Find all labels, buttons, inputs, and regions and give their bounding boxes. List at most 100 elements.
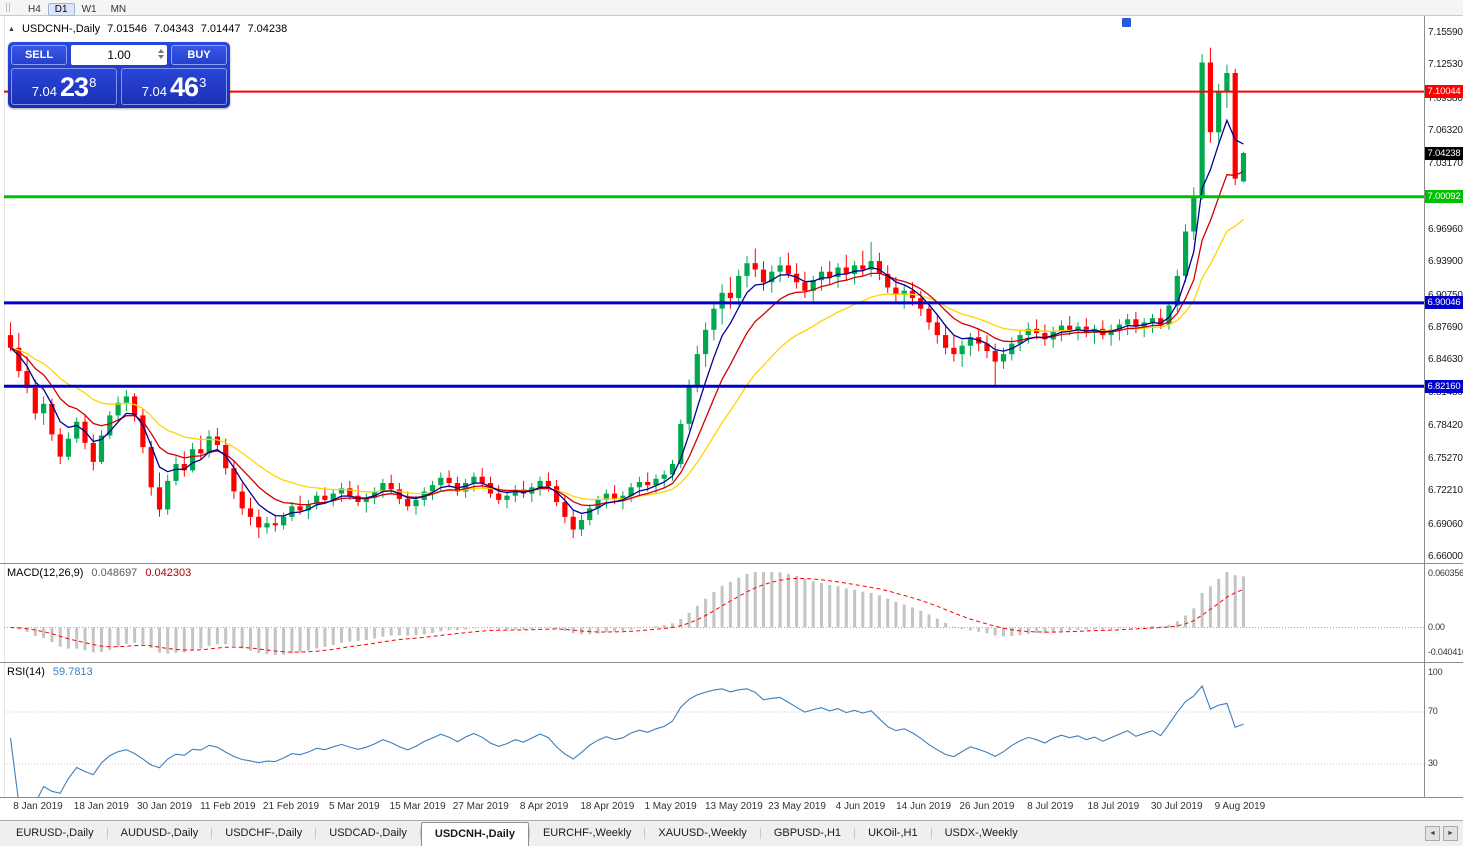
volume-up-icon[interactable] (158, 49, 164, 53)
chart-tab-audusd-daily[interactable]: AUDUSD-,Daily (120, 827, 199, 839)
candle-body (214, 436, 220, 445)
period-toolbar: H4 D1 W1 MN (0, 0, 1463, 16)
candle-body (65, 438, 71, 457)
tab-separator (419, 828, 421, 839)
chart-tab-eurchf-weekly[interactable]: EURCHF-,Weekly (542, 827, 632, 839)
macd-label: MACD(12,26,9) 0.048697 0.042303 (7, 567, 191, 579)
period-button-h4[interactable]: H4 (28, 3, 41, 15)
candle-body (479, 476, 485, 483)
candle-body (694, 354, 700, 386)
candle-body (1000, 354, 1007, 362)
candle-body (1058, 325, 1064, 331)
date-label: 8 Apr 2019 (519, 801, 569, 812)
date-label: 4 Jun 2019 (835, 801, 886, 812)
tab-separator (315, 828, 317, 839)
macd-pane-separator[interactable] (0, 563, 1463, 564)
candle-body (115, 402, 121, 416)
candle-body (388, 483, 394, 490)
rsi-scale-label: 30 (1428, 758, 1438, 768)
candle-body (512, 489, 518, 496)
candle-body (959, 345, 965, 355)
date-label: 8 Jul 2019 (1027, 801, 1074, 812)
chart-tab-eurusd-daily[interactable]: EURUSD-,Daily (16, 827, 94, 839)
candle-body (827, 271, 833, 277)
candle-body (628, 487, 634, 496)
toolbar-grip[interactable] (6, 3, 10, 12)
candle-body (885, 273, 891, 288)
candle-body (843, 267, 849, 274)
symbol-title: USDCNH-,Daily (21, 23, 101, 35)
level-price-badge: 6.90046 (1425, 296, 1463, 310)
candle-body (1191, 195, 1197, 232)
chart-tab-xauusd-weekly[interactable]: XAUUSD-,Weekly (658, 827, 747, 839)
candle-body (661, 474, 667, 479)
macd-scale-zero: 0.00 (1428, 621, 1445, 632)
chart-left-border (4, 16, 5, 797)
time-axis[interactable]: 8 Jan 2019 18 Jan 2019 30 Jan 2019 11 Feb 2… (0, 799, 1424, 817)
price-tick-label: 7.03170 (1428, 158, 1463, 170)
date-label: 23 May 2019 (768, 801, 827, 812)
candle-body (769, 271, 775, 283)
period-button-d1[interactable]: D1 (47, 2, 75, 16)
candle-body (835, 267, 841, 277)
candle-body (893, 287, 899, 295)
chart-tab-usdcnh-daily[interactable]: USDCNH-,Daily (420, 822, 529, 846)
volume-down-icon[interactable] (158, 55, 164, 59)
chart-tab-usdcad-daily[interactable]: USDCAD-,Daily (329, 827, 407, 839)
candle-body (132, 396, 138, 416)
period-button-mn[interactable]: MN (110, 3, 127, 15)
chart-tab-gbpusd-h1[interactable]: GBPUSD-,H1 (773, 827, 842, 839)
macd-histogram (17, 572, 1245, 655)
macd-signal-line (10, 577, 1244, 653)
buy-price-button[interactable]: 7.04 46 3 (121, 68, 227, 105)
close-value: 7.04238 (247, 23, 288, 35)
tab-separator (930, 828, 932, 839)
candle-body (74, 421, 80, 439)
volume-input[interactable]: 1.00 (71, 45, 167, 65)
candlestick-chart[interactable] (0, 16, 1424, 797)
candle-body (190, 449, 196, 471)
period-button-w1[interactable]: W1 (81, 3, 97, 15)
candle-body (1183, 231, 1189, 276)
level-price-badge: 7.10044 (1425, 85, 1463, 99)
candle-body (802, 282, 808, 291)
price-scale[interactable]: 7.15590 7.12530 7.09380 7.06320 7.03170 6.969… (1425, 16, 1463, 797)
candle-body (645, 482, 651, 486)
sell-price-button[interactable]: 7.04 23 8 (11, 68, 117, 105)
price-tick-label: 6.75270 (1428, 453, 1463, 464)
chart-tab-usdx-weekly[interactable]: USDX-,Weekly (944, 827, 1018, 839)
collapse-panel-icon[interactable]: ▲ (8, 25, 15, 33)
tab-separator (211, 828, 213, 839)
date-label: 18 Jan 2019 (73, 801, 129, 812)
candle-body (852, 265, 858, 274)
candle-body (429, 485, 436, 492)
candle-body (49, 403, 55, 435)
candle-body (1133, 319, 1139, 327)
tabs-scroll-left-button[interactable]: ◄ (1425, 826, 1440, 841)
date-label: 13 May 2019 (704, 801, 763, 812)
candle-body (297, 506, 303, 511)
price-tick-label: 6.72210 (1428, 485, 1463, 497)
price-tick-label: 6.96960 (1428, 223, 1463, 235)
one-click-trading-panel: SELL 1.00 BUY 7.04 23 8 7.04 46 3 (8, 42, 230, 108)
chart-tab-usdchf-daily[interactable]: USDCHF-,Daily (225, 827, 303, 839)
rsi-label: RSI(14) 59.7813 (7, 666, 93, 678)
tabs-scroll-right-button[interactable]: ► (1443, 826, 1458, 841)
candle-body (471, 476, 477, 483)
candle-body (777, 265, 783, 272)
candle-body (967, 337, 973, 346)
price-scale-border[interactable] (1424, 16, 1425, 797)
rsi-scale-label: 100 (1428, 667, 1443, 677)
candle-body (876, 261, 882, 274)
ma-slow-line (10, 218, 1244, 501)
price-tick-label: 7.06320 (1428, 125, 1463, 136)
chart-marker-icon[interactable] (1122, 18, 1131, 27)
sell-button[interactable]: SELL (11, 45, 67, 65)
candle-body (289, 506, 295, 517)
candle-body (1232, 73, 1238, 179)
chart-tab-ukoil-h1[interactable]: UKOil-,H1 (868, 827, 918, 839)
buy-button[interactable]: BUY (171, 45, 227, 65)
rsi-pane-separator[interactable] (0, 662, 1463, 663)
candle-body (281, 516, 287, 526)
candle-body (703, 329, 709, 355)
